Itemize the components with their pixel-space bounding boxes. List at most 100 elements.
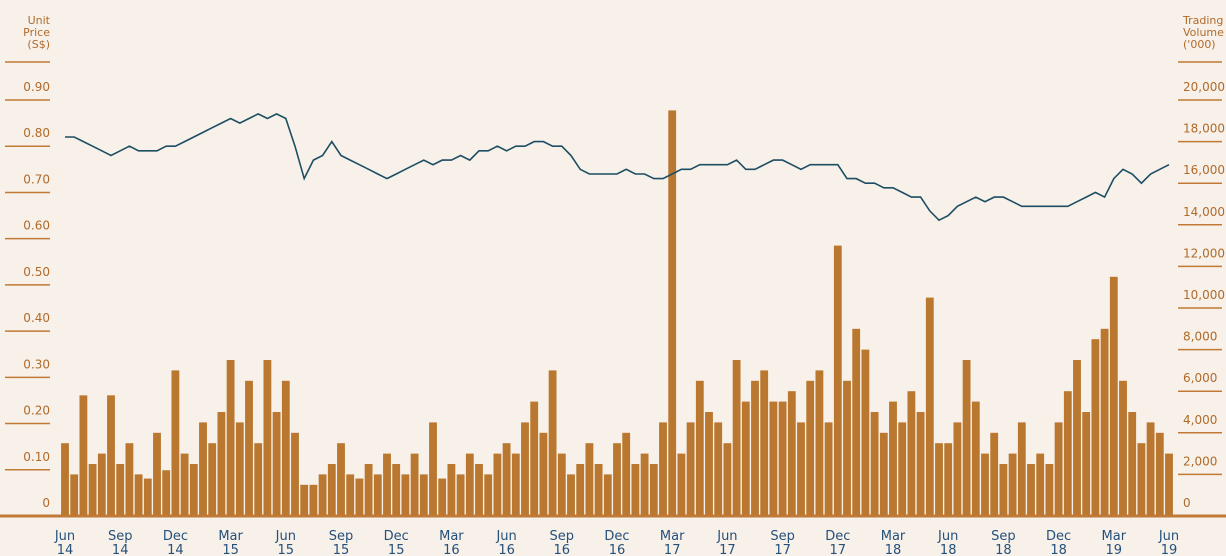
volume-bar	[493, 453, 502, 516]
y2-tick-label: 6,000	[1183, 371, 1217, 385]
volume-bar	[778, 401, 787, 516]
volume-bar	[226, 360, 235, 516]
x-tick-label: 15	[388, 543, 405, 556]
volume-bar	[806, 380, 815, 516]
volume-bar	[1128, 412, 1137, 516]
x-tick-label: 17	[774, 543, 791, 556]
volume-bar	[640, 453, 649, 516]
volume-bar	[962, 360, 971, 516]
volume-bar	[1008, 453, 1017, 516]
y2-tick-label: 4,000	[1183, 413, 1217, 427]
volume-bar	[668, 110, 677, 517]
volume-bar	[447, 464, 456, 516]
volume-bar	[613, 443, 621, 516]
volume-bar	[1137, 443, 1146, 516]
x-tick-label: Mar	[660, 529, 685, 544]
x-tick-label: 14	[112, 543, 129, 556]
x-tick-label: 14	[167, 543, 184, 556]
volume-bar	[364, 464, 373, 516]
x-tick-label: Mar	[218, 529, 243, 544]
volume-bar	[263, 360, 272, 516]
volume-bar	[300, 484, 309, 516]
x-tick-label: Mar	[439, 529, 464, 544]
volume-bar	[585, 443, 594, 516]
volume-bar	[843, 380, 851, 516]
volume-bar	[548, 370, 557, 516]
volume-bar	[502, 443, 511, 516]
volume-bar	[686, 422, 695, 516]
volume-bar	[557, 453, 566, 516]
x-tick-label: 17	[664, 543, 681, 556]
x-tick-label: Jun	[937, 529, 958, 544]
volume-bar	[576, 464, 585, 516]
volume-bar	[465, 453, 474, 516]
x-tick-label: 17	[719, 543, 736, 556]
volume-bar	[97, 453, 106, 516]
volume-bar	[723, 443, 732, 516]
volume-bar	[208, 443, 217, 516]
volume-bar	[659, 422, 667, 516]
x-tick-label: Jun	[495, 529, 516, 544]
volume-bar	[1073, 360, 1081, 516]
volume-bar	[401, 474, 410, 516]
volume-bar	[1045, 464, 1054, 516]
x-tick-label: 19	[1106, 543, 1123, 556]
y-tick-label: 0	[42, 496, 50, 510]
y-axis-title: (S$)	[27, 38, 50, 51]
x-tick-label: Dec	[163, 529, 188, 544]
volume-bar	[281, 380, 290, 516]
volume-bar	[245, 380, 253, 516]
volume-bar	[346, 474, 355, 516]
volume-bar	[981, 453, 989, 516]
volume-bar	[291, 432, 299, 516]
y-axis-title: Unit	[28, 14, 51, 27]
volume-bar	[438, 478, 447, 516]
y-tick-label: 0.60	[23, 219, 50, 233]
x-tick-label: 16	[554, 543, 571, 556]
x-tick-label: Dec	[825, 529, 850, 544]
volume-bar	[852, 328, 861, 516]
x-tick-label: 16	[609, 543, 626, 556]
volume-bar	[879, 432, 888, 516]
volume-bar	[935, 443, 943, 516]
x-tick-label: Jun	[275, 529, 296, 544]
x-tick-label: Dec	[1046, 529, 1071, 544]
volume-bar	[456, 474, 465, 516]
x-tick-label: Sep	[550, 529, 575, 544]
y2-tick-label: 20,000	[1183, 80, 1225, 94]
volume-bar	[787, 391, 796, 516]
x-tick-label: Dec	[604, 529, 629, 544]
volume-bar	[410, 453, 419, 516]
volume-bar	[475, 464, 483, 516]
volume-bar	[272, 412, 281, 516]
x-tick-label: Dec	[384, 529, 409, 544]
volume-bar	[999, 464, 1008, 516]
y2-tick-label: 0	[1183, 496, 1191, 510]
x-tick-label: Sep	[770, 529, 795, 544]
volume-bar	[235, 422, 244, 516]
volume-bar	[419, 474, 428, 516]
volume-bar	[971, 401, 980, 516]
x-tick-label: 18	[885, 543, 902, 556]
volume-bar	[622, 432, 631, 516]
volume-bar	[199, 422, 207, 516]
volume-bar	[815, 370, 824, 516]
x-tick-label: 15	[278, 543, 295, 556]
volume-bar	[1091, 339, 1100, 516]
volume-bar	[171, 370, 180, 516]
volume-bar	[1155, 432, 1164, 516]
volume-bar	[162, 470, 171, 516]
y-tick-label: 0.20	[23, 404, 50, 418]
volume-bar	[189, 464, 198, 516]
volume-bar	[1036, 453, 1045, 516]
x-tick-label: 18	[940, 543, 957, 556]
volume-bar	[309, 484, 318, 516]
x-tick-label: 15	[222, 543, 239, 556]
volume-bar	[649, 464, 658, 516]
volume-bar	[925, 297, 934, 516]
x-tick-label: Mar	[1102, 529, 1127, 544]
y2-tick-label: 16,000	[1183, 163, 1225, 177]
y2-tick-label: 8,000	[1183, 330, 1217, 344]
volume-bar	[870, 412, 879, 516]
